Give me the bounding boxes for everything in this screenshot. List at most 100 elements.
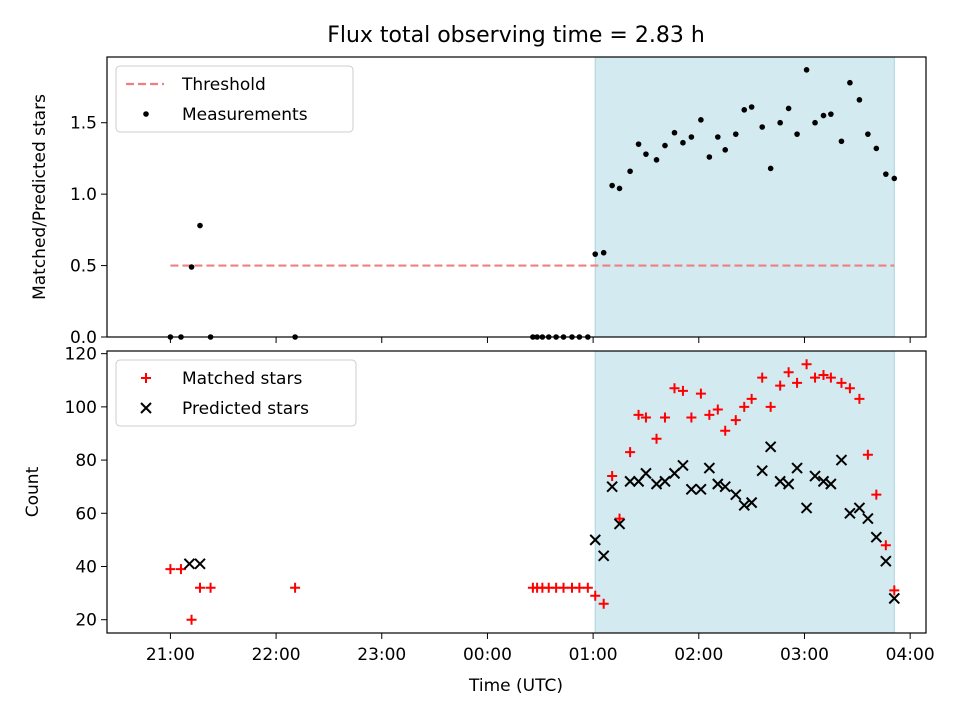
count-axes-frame	[106, 350, 927, 634]
matched-star-point	[871, 489, 882, 500]
measurement-point	[609, 182, 615, 189]
measurement-point	[698, 117, 704, 123]
predicted-star-point	[730, 488, 742, 501]
matched-star-point	[792, 377, 803, 388]
legend-matched-swatch	[141, 373, 151, 383]
count-legend-label: Predicted stars	[182, 399, 309, 419]
measurement-point	[635, 141, 642, 147]
predicted-star-point	[738, 499, 750, 512]
measurement-point	[891, 175, 898, 182]
matched-star-point	[739, 401, 750, 412]
matched-star-point	[574, 582, 585, 593]
matched-star-point	[775, 380, 786, 391]
predicted-star-point	[606, 480, 618, 493]
predicted-star-point	[844, 507, 856, 519]
measurement-point	[767, 165, 774, 172]
matched-star-point	[669, 383, 680, 394]
count-y-tick-label: 20	[75, 611, 97, 631]
count-legend: Matched stars Predicted stars	[115, 359, 357, 427]
matched-star-point	[889, 585, 900, 596]
measurement-point	[671, 129, 678, 136]
measurement-point	[662, 142, 668, 149]
predicted-star-point	[597, 550, 610, 562]
measurement-point	[794, 131, 800, 137]
measurement-point	[627, 168, 633, 175]
matched-star-point	[659, 412, 670, 423]
x-tick-label: 22:00	[252, 645, 301, 665]
matched-star-point	[712, 404, 723, 415]
matched-star-point	[862, 449, 873, 460]
measurement-point	[748, 104, 755, 110]
measurement-point	[777, 119, 783, 126]
matched-star-point	[801, 359, 812, 370]
matched-star-point	[880, 540, 891, 551]
x-tick-label: 23:00	[357, 645, 406, 665]
count-y-tick-label: 100	[65, 398, 97, 418]
matched-star-point	[582, 582, 593, 593]
x-tick-label: 00:00	[463, 645, 512, 665]
measurement-point	[741, 107, 748, 113]
measurement-point	[732, 131, 739, 137]
matched-star-point	[844, 383, 855, 394]
predicted-star-point	[774, 475, 786, 488]
measurement-point	[197, 222, 203, 229]
measurement-point	[865, 131, 871, 137]
count-legend-label: Matched stars	[182, 369, 302, 389]
predicted-star-point	[835, 454, 848, 466]
matched-star-point	[854, 393, 865, 404]
ratio-y-tick-label: 0.0	[70, 328, 97, 348]
matched-star-point	[625, 447, 636, 458]
predicted-star-point	[703, 462, 716, 474]
count-y-tick-label: 80	[75, 451, 97, 471]
predicted-star-point	[650, 478, 663, 490]
measurement-point	[722, 147, 729, 153]
count-panel: 20 40 60 80 100 120 21:00 22:00 23:00 00:00 01:00 0…	[65, 345, 935, 665]
ratio-panel: 0.0 0.5 1.0 1.5 Threshold Measurements	[70, 56, 927, 348]
matched-star-point	[640, 412, 651, 423]
measurement-point	[759, 124, 765, 130]
predicted-star-point	[782, 478, 795, 490]
matched-star-point	[757, 372, 768, 383]
measurement-point	[883, 171, 889, 177]
matched-star-point	[825, 372, 836, 383]
ratio-plot-area	[170, 57, 895, 337]
predicted-star-point	[888, 592, 901, 605]
predicted-star-point	[613, 518, 626, 530]
matched-star-point	[614, 513, 625, 524]
matched-star-point	[165, 564, 176, 575]
count-observing-window	[594, 351, 895, 633]
measurement-point	[785, 105, 792, 112]
measurement-point	[592, 251, 599, 257]
ratio-y-axis-label: Matched/Predicted stars	[30, 94, 50, 300]
predicted-star-point	[719, 480, 731, 493]
matched-star-point	[686, 412, 697, 423]
predicted-star-point	[677, 459, 689, 472]
predicted-star-point	[880, 555, 892, 567]
measurement-point	[820, 112, 827, 119]
matched-star-point	[746, 393, 757, 404]
measurement-point	[856, 97, 863, 103]
predicted-star-point	[685, 483, 698, 496]
measurement-point	[715, 134, 721, 140]
matched-star-point	[175, 564, 186, 575]
predicted-star-point	[194, 558, 206, 570]
matched-star-point	[783, 367, 794, 378]
x-tick-label: 02:00	[674, 645, 723, 665]
measurement-point	[688, 134, 695, 140]
matched-star-point	[720, 425, 731, 436]
count-legend-box	[115, 359, 357, 427]
matched-star-point	[730, 415, 741, 426]
matched-star-point	[704, 409, 715, 420]
measurement-point	[643, 151, 649, 157]
measurement-point	[803, 67, 810, 73]
matched-star-point	[651, 433, 662, 444]
predicted-star-point	[756, 465, 768, 477]
count-y-tick-label: 120	[65, 345, 97, 365]
predicted-star-point	[870, 531, 883, 543]
measurement-point	[838, 138, 845, 145]
predicted-star-point	[640, 467, 652, 480]
matched-star-point	[695, 388, 706, 399]
measurement-point	[680, 139, 686, 146]
predicted-star-point	[825, 478, 837, 490]
